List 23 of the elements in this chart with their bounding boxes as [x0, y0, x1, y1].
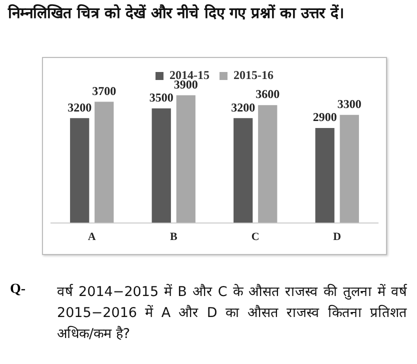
chart-title: निम्नलिखित चित्र को देखें और नीचे दिए गए प्रश्नों का उत्तर दें।: [8, 3, 346, 24]
data-label: 3700: [92, 84, 116, 98]
x-tick-label: C: [251, 231, 260, 244]
data-label: 3200: [231, 100, 256, 114]
bar: [176, 95, 196, 223]
x-tick-label: A: [88, 231, 96, 244]
data-label: 2900: [312, 110, 337, 124]
legend-label: 2015-16: [234, 68, 274, 82]
bar: [234, 118, 253, 223]
bar: [94, 102, 114, 223]
x-tick-label: B: [170, 231, 178, 244]
bar: [315, 128, 334, 223]
data-label: 3200: [68, 100, 92, 114]
bar: [152, 108, 171, 223]
x-tick-label: D: [333, 231, 342, 244]
data-label: 3500: [149, 90, 174, 104]
bar: [340, 114, 359, 223]
bar: [258, 105, 278, 223]
data-label: 3600: [256, 87, 280, 102]
data-label: 3300: [337, 96, 362, 111]
bar: [70, 118, 90, 223]
text: वर्ष 2014−2015 में B और C के औसत राजस्व की तुलना में वर्ष 2015−2016 में A और D का औसत राजस्व कितना प्रतिशत अधिक/कम है?: [57, 282, 407, 344]
text: Q-: [10, 282, 26, 298]
